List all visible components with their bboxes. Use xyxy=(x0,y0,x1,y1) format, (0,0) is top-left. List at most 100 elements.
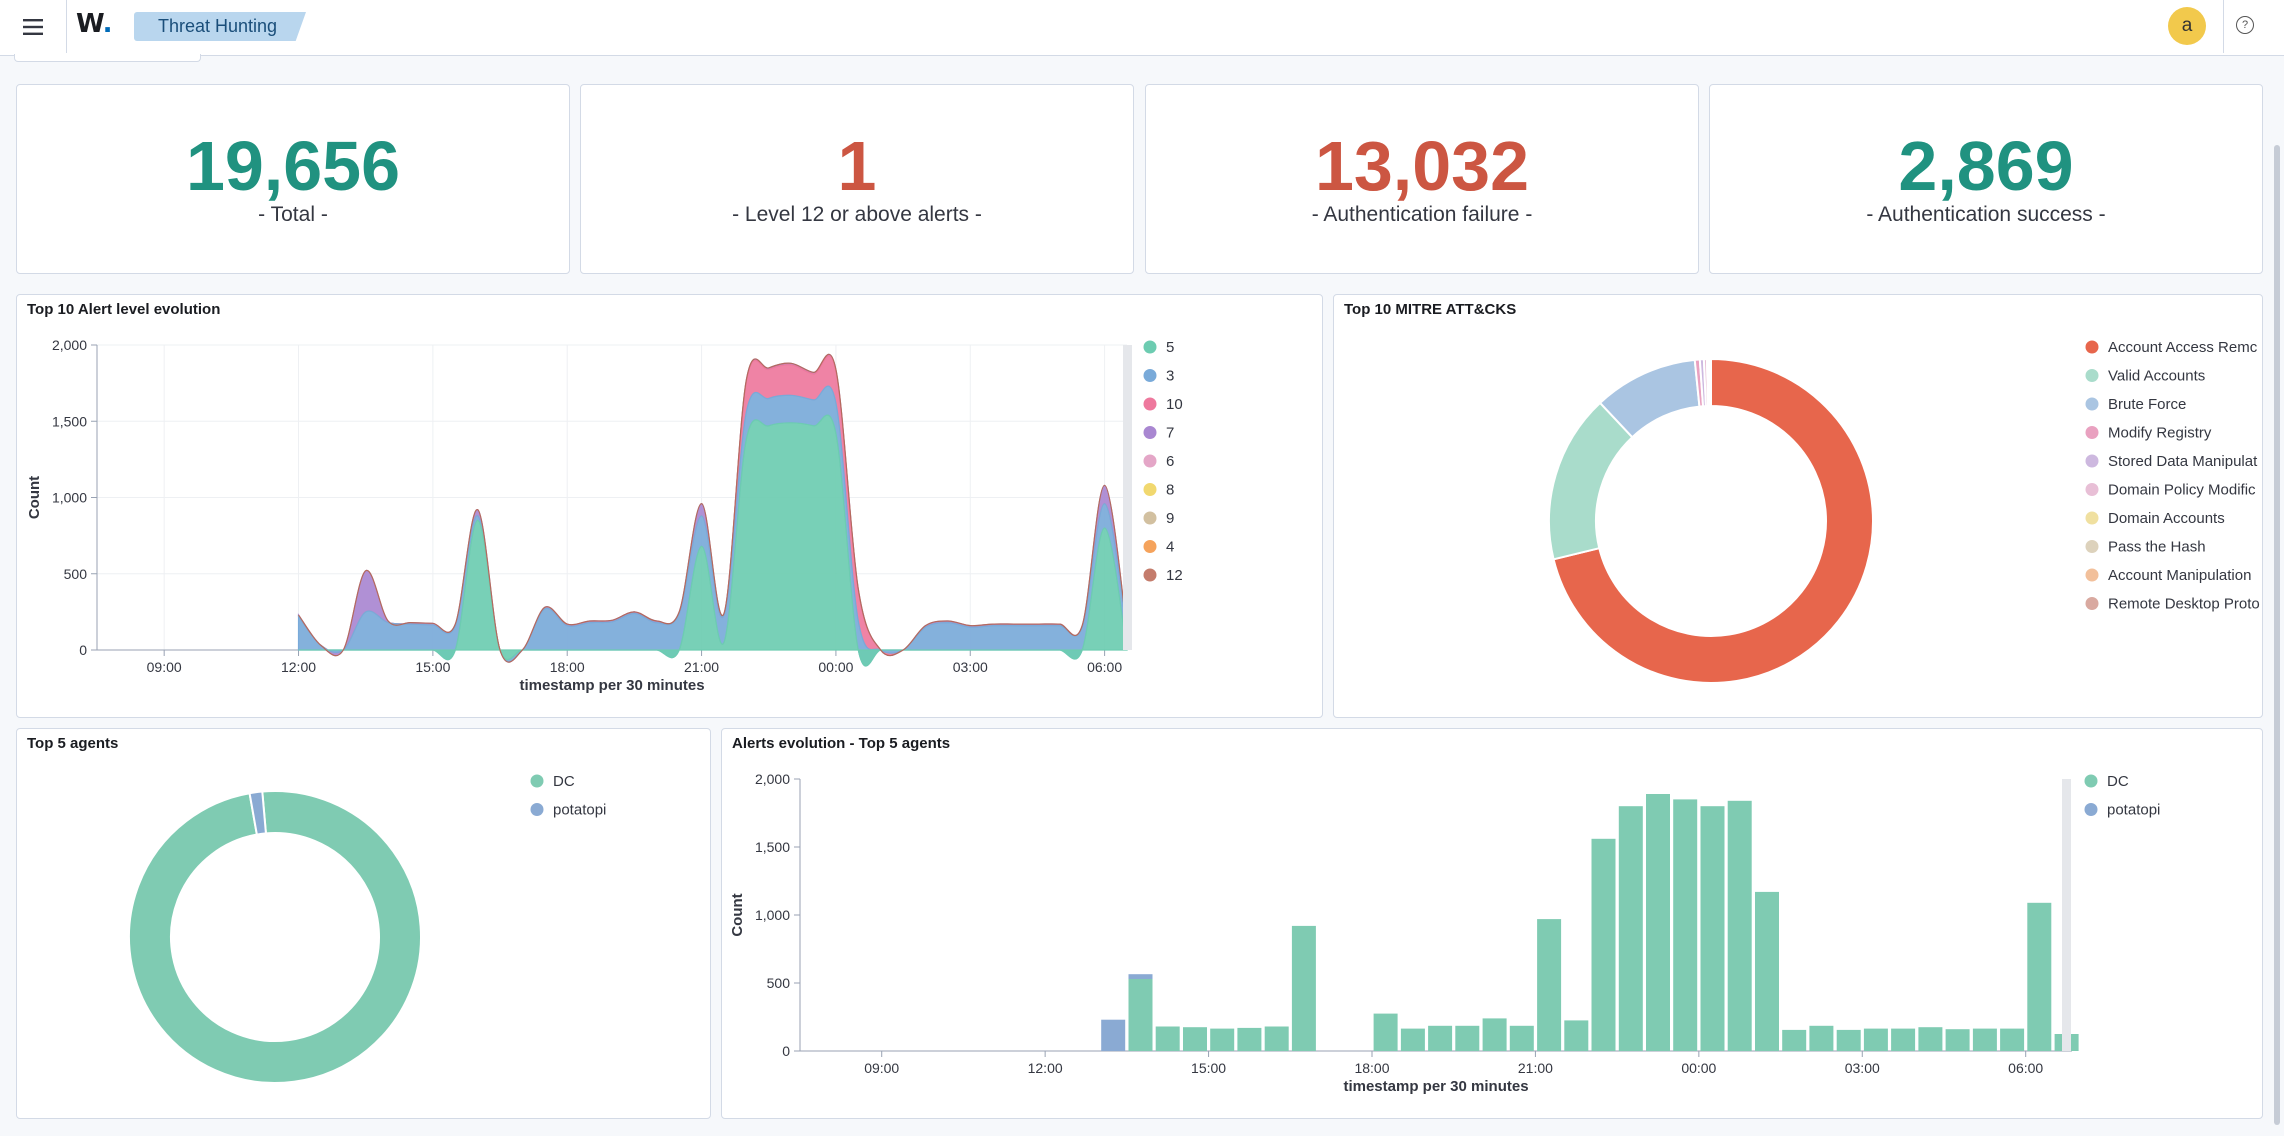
legend-dot xyxy=(2085,369,2099,382)
y-axis-title: Count xyxy=(729,893,746,936)
bar-DC[interactable] xyxy=(1755,891,1779,1051)
bar-DC[interactable] xyxy=(1836,1029,1861,1051)
metric-card-auth-failure: 13,032 - Authentication failure - xyxy=(1145,84,1699,274)
bar-DC[interactable] xyxy=(1482,1018,1507,1051)
bar-DC[interactable] xyxy=(2027,902,2052,1051)
donut-slice[interactable] xyxy=(1552,357,1874,684)
bar-DC[interactable] xyxy=(1891,1028,1916,1051)
legend-item[interactable]: 3 xyxy=(1143,368,1175,385)
bar-DC[interactable] xyxy=(1128,978,1153,1051)
donut-slice[interactable] xyxy=(248,790,268,836)
legend-item[interactable]: Domain Accounts xyxy=(2085,510,2225,527)
donut-slice[interactable] xyxy=(1709,357,1712,408)
bar-DC[interactable] xyxy=(1291,925,1316,1051)
bar-DC[interactable] xyxy=(1210,1028,1235,1051)
bar-DC[interactable] xyxy=(1700,806,1725,1051)
legend-item[interactable]: DC xyxy=(2084,773,2129,790)
donut-slice[interactable] xyxy=(128,790,422,1084)
bar-potatopi[interactable] xyxy=(1128,974,1153,979)
bar-DC[interactable] xyxy=(1264,1026,1289,1052)
bar-DC[interactable] xyxy=(1183,1027,1207,1051)
y-tick-label: 500 xyxy=(767,975,791,991)
legend-item[interactable]: 12 xyxy=(1143,567,1183,584)
menu-button[interactable] xyxy=(0,0,67,53)
legend-item[interactable]: DC xyxy=(530,773,575,790)
legend-item[interactable]: Domain Policy Modific xyxy=(2085,482,2257,499)
bar-DC[interactable] xyxy=(1618,806,1643,1051)
legend-dot xyxy=(1143,340,1157,354)
bar-DC[interactable] xyxy=(1673,799,1698,1051)
legend-label: 8 xyxy=(1166,482,1174,499)
metric-value: 2,869 xyxy=(1898,127,2074,205)
x-tick-label: 03:00 xyxy=(1845,1060,1880,1076)
legend-scrollbar xyxy=(2062,779,2071,1051)
y-tick-label: 1,000 xyxy=(52,490,87,506)
legend-item[interactable]: Brute Force xyxy=(2085,396,2187,413)
bar-potatopi[interactable] xyxy=(1101,1019,1126,1051)
alert-level-area-chart[interactable]: 0 500 1,000 1,500 2,000 09:00 12:00 15:00 18:00 2… xyxy=(17,295,1324,719)
bar-DC[interactable] xyxy=(1646,794,1670,1051)
bar-DC[interactable] xyxy=(1809,1025,1834,1051)
legend-item[interactable]: 6 xyxy=(1143,453,1175,470)
page-scrollbar[interactable] xyxy=(2274,145,2280,1125)
legend-item[interactable]: 7 xyxy=(1143,425,1175,442)
bar-DC[interactable] xyxy=(1591,838,1616,1051)
legend-item[interactable]: Account Manipulation xyxy=(2085,567,2252,584)
app-logo[interactable]: W. xyxy=(76,9,112,39)
legend-label: Pass the Hash xyxy=(2108,539,2206,556)
legend-item[interactable]: Pass the Hash xyxy=(2085,539,2206,556)
x-tick-label: 09:00 xyxy=(147,659,182,675)
bar-DC[interactable] xyxy=(2000,1028,2025,1051)
legend-item[interactable]: Remote Desktop Proto xyxy=(2085,596,2260,613)
bar-DC[interactable] xyxy=(1373,1013,1398,1051)
legend-item[interactable]: Modify Registry xyxy=(2085,425,2212,442)
legend-item[interactable]: 8 xyxy=(1143,482,1175,499)
y-tick-label: 0 xyxy=(782,1043,790,1059)
metric-label: - Total - xyxy=(258,203,328,226)
user-avatar[interactable]: a xyxy=(2168,7,2206,45)
bar-DC[interactable] xyxy=(1155,1026,1180,1052)
bar-DC[interactable] xyxy=(1400,1028,1425,1051)
legend-item[interactable]: Stored Data Manipulat xyxy=(2085,453,2259,470)
bar-DC[interactable] xyxy=(1972,1028,1997,1051)
legend-item[interactable]: potatopi xyxy=(2084,802,2161,819)
bar-DC[interactable] xyxy=(1537,919,1562,1051)
legend-item[interactable]: potatopi xyxy=(530,802,607,819)
bar-DC[interactable] xyxy=(1455,1025,1480,1051)
x-tick-label: 12:00 xyxy=(1028,1060,1063,1076)
help-icon[interactable]: ? xyxy=(2236,16,2254,34)
logo-letter: W xyxy=(76,9,103,39)
metric-card-auth-success: 2,869 - Authentication success - xyxy=(1709,84,2263,274)
x-tick-label: 06:00 xyxy=(2008,1060,2043,1076)
legend-item[interactable]: Account Access Remc xyxy=(2085,339,2258,356)
legend-item[interactable]: 10 xyxy=(1143,396,1183,413)
donut-slice[interactable] xyxy=(1548,401,1634,561)
bar-DC[interactable] xyxy=(1564,1020,1589,1051)
bar-DC[interactable] xyxy=(1863,1028,1888,1051)
bar-DC[interactable] xyxy=(1428,1025,1453,1051)
legend-dot xyxy=(1143,397,1157,411)
bar-DC[interactable] xyxy=(1509,1025,1534,1051)
bar-DC[interactable] xyxy=(1782,1029,1807,1051)
legend-item[interactable]: 5 xyxy=(1143,339,1175,356)
panel-top-agents: Top 5 agents DC potatopi xyxy=(16,728,711,1119)
legend-label: Domain Accounts xyxy=(2108,510,2225,527)
metric-value: 1 xyxy=(837,127,877,205)
mitre-donut-chart[interactable]: Account Access Remc Valid Accounts Brute F… xyxy=(1334,295,2264,719)
breadcrumb-threat-hunting[interactable]: Threat Hunting xyxy=(134,12,306,41)
bar-DC[interactable] xyxy=(1237,1027,1262,1051)
legend-item[interactable]: 4 xyxy=(1143,539,1175,556)
agents-bar-chart[interactable]: 0 500 1,000 1,500 2,000 09:00 12:00 15:00 18:00 2… xyxy=(722,729,2264,1120)
legend-label: 7 xyxy=(1166,425,1174,442)
panel-title: Top 10 Alert level evolution xyxy=(27,301,221,318)
bar-DC[interactable] xyxy=(1727,800,1752,1051)
legend-dot xyxy=(2085,540,2099,553)
agents-donut-chart[interactable]: DC potatopi xyxy=(17,729,712,1120)
legend-item[interactable]: 9 xyxy=(1143,510,1175,527)
y-tick-label: 1,500 xyxy=(52,413,87,429)
legend-item[interactable]: Valid Accounts xyxy=(2085,368,2206,385)
bar-DC[interactable] xyxy=(1945,1029,1970,1051)
legend-dot xyxy=(2085,397,2099,411)
collapsed-filter-tab[interactable] xyxy=(14,54,201,62)
bar-DC[interactable] xyxy=(1918,1027,1943,1051)
